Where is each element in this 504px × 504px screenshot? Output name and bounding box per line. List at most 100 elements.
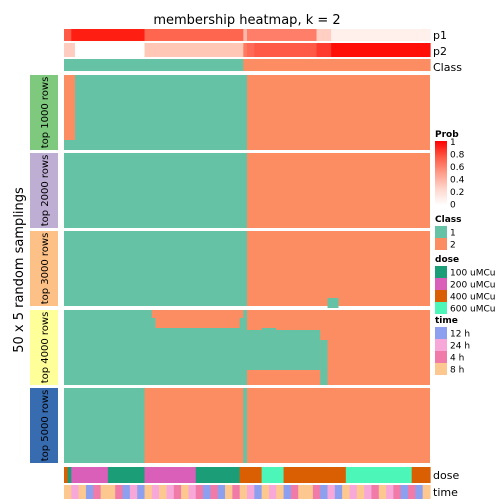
time-cell — [408, 485, 416, 499]
time-cell — [283, 485, 292, 499]
time-cell — [276, 485, 285, 499]
time-cell — [334, 485, 343, 499]
bottom-annotation-label: time — [433, 486, 458, 499]
time-cell — [85, 485, 94, 499]
panel-label-box — [30, 75, 58, 150]
time-cell — [422, 485, 431, 499]
time-cell — [100, 485, 109, 499]
class-legend-swatch — [435, 226, 447, 238]
time-cell — [195, 485, 204, 499]
annotation-cell — [64, 29, 72, 41]
bottom-annotations: dose time — [64, 467, 459, 499]
annotation-cell — [254, 43, 318, 57]
dose-legend-label: 400 uMCu — [450, 293, 496, 303]
time-cell — [320, 485, 329, 499]
time-cell — [247, 485, 255, 499]
panel-label-box — [30, 310, 58, 385]
dose-legend-label: 200 uMCu — [450, 281, 496, 291]
time-cell — [137, 485, 146, 499]
dose-cell — [345, 467, 413, 483]
class-2-block — [247, 388, 430, 463]
time-cell — [173, 485, 182, 499]
dose-cell — [144, 467, 149, 483]
time-legend-label: 4 h — [450, 354, 464, 364]
membership-cell — [144, 388, 244, 463]
panel-label-box — [30, 153, 58, 228]
prob-tick-label: 0.4 — [450, 176, 465, 186]
time-cell — [217, 485, 226, 499]
membership-cell — [261, 328, 277, 332]
time-cell — [261, 485, 270, 499]
class-legend-title: Class — [435, 215, 461, 225]
dose-cell — [148, 467, 197, 483]
time-cell — [356, 485, 365, 499]
dose-cell — [71, 467, 80, 483]
time-cell — [129, 485, 138, 499]
dose-cell — [283, 467, 347, 483]
top-annotations: p1 p2 Class — [64, 29, 462, 74]
membership-cell — [236, 296, 244, 302]
time-legend-swatch — [435, 339, 447, 351]
bottom-annotation-label: dose — [433, 469, 459, 482]
annotation-cell — [243, 59, 431, 71]
membership-cell — [327, 298, 339, 308]
dose-legend-swatch — [435, 266, 447, 278]
dose-cell — [78, 467, 109, 483]
time-cell — [393, 485, 402, 499]
annotation-cell — [243, 43, 248, 57]
time-cell — [64, 485, 72, 499]
heatmap-panels: top 1000 rows top 2000 rows top 3000 rows t… — [30, 75, 430, 463]
dose-cell — [411, 467, 431, 483]
membership-cell — [320, 340, 328, 385]
class-2-block — [247, 231, 430, 306]
time-cell — [181, 485, 190, 499]
time-cell — [342, 485, 351, 499]
dose-legend-swatch — [435, 302, 447, 314]
time-cell — [151, 485, 160, 499]
time-cell — [107, 485, 116, 499]
panel-label: top 5000 rows — [40, 390, 51, 462]
dose-cell — [64, 467, 69, 483]
dose-cell — [239, 467, 263, 483]
membership-cell — [243, 388, 247, 463]
prob-tick-label: 0.6 — [450, 163, 465, 173]
time-cell — [78, 485, 87, 499]
dose-legend-label: 600 uMCu — [450, 305, 496, 315]
time-legend-label: 24 h — [450, 342, 470, 352]
annotation-label: p1 — [433, 29, 447, 42]
dose-cell — [67, 467, 72, 483]
dose-cell — [261, 467, 285, 483]
prob-tick-label: 0.8 — [450, 151, 465, 161]
annotation-cell — [243, 29, 248, 41]
class-1-block — [64, 75, 247, 150]
panel-label: top 1000 rows — [40, 77, 51, 149]
annotation-cell — [144, 29, 244, 41]
annotation-cell — [316, 43, 332, 57]
time-cell — [225, 485, 233, 499]
membership-cell — [243, 330, 321, 370]
prob-gradient — [435, 141, 447, 205]
membership-cell — [64, 140, 72, 150]
panel-label-box — [30, 231, 58, 306]
prob-tick-label: 1 — [450, 138, 456, 148]
time-cell — [144, 485, 153, 499]
class-legend-label: 1 — [450, 229, 456, 239]
time-cell — [327, 485, 336, 499]
class-2-block — [247, 153, 430, 228]
annotation-cell — [64, 59, 244, 71]
prob-tick-label: 0 — [450, 201, 456, 211]
time-cell — [232, 485, 241, 499]
time-legend-label: 8 h — [450, 366, 464, 376]
time-cell — [188, 485, 197, 499]
time-cell — [239, 485, 248, 499]
time-cell — [298, 485, 307, 499]
panel-label: top 2000 rows — [40, 155, 51, 227]
class-1-block — [64, 231, 247, 306]
time-cell — [415, 485, 424, 499]
prob-tick-label: 0.2 — [450, 188, 464, 198]
time-cell — [122, 485, 131, 499]
time-legend-swatch — [435, 351, 447, 363]
time-cell — [290, 485, 299, 499]
